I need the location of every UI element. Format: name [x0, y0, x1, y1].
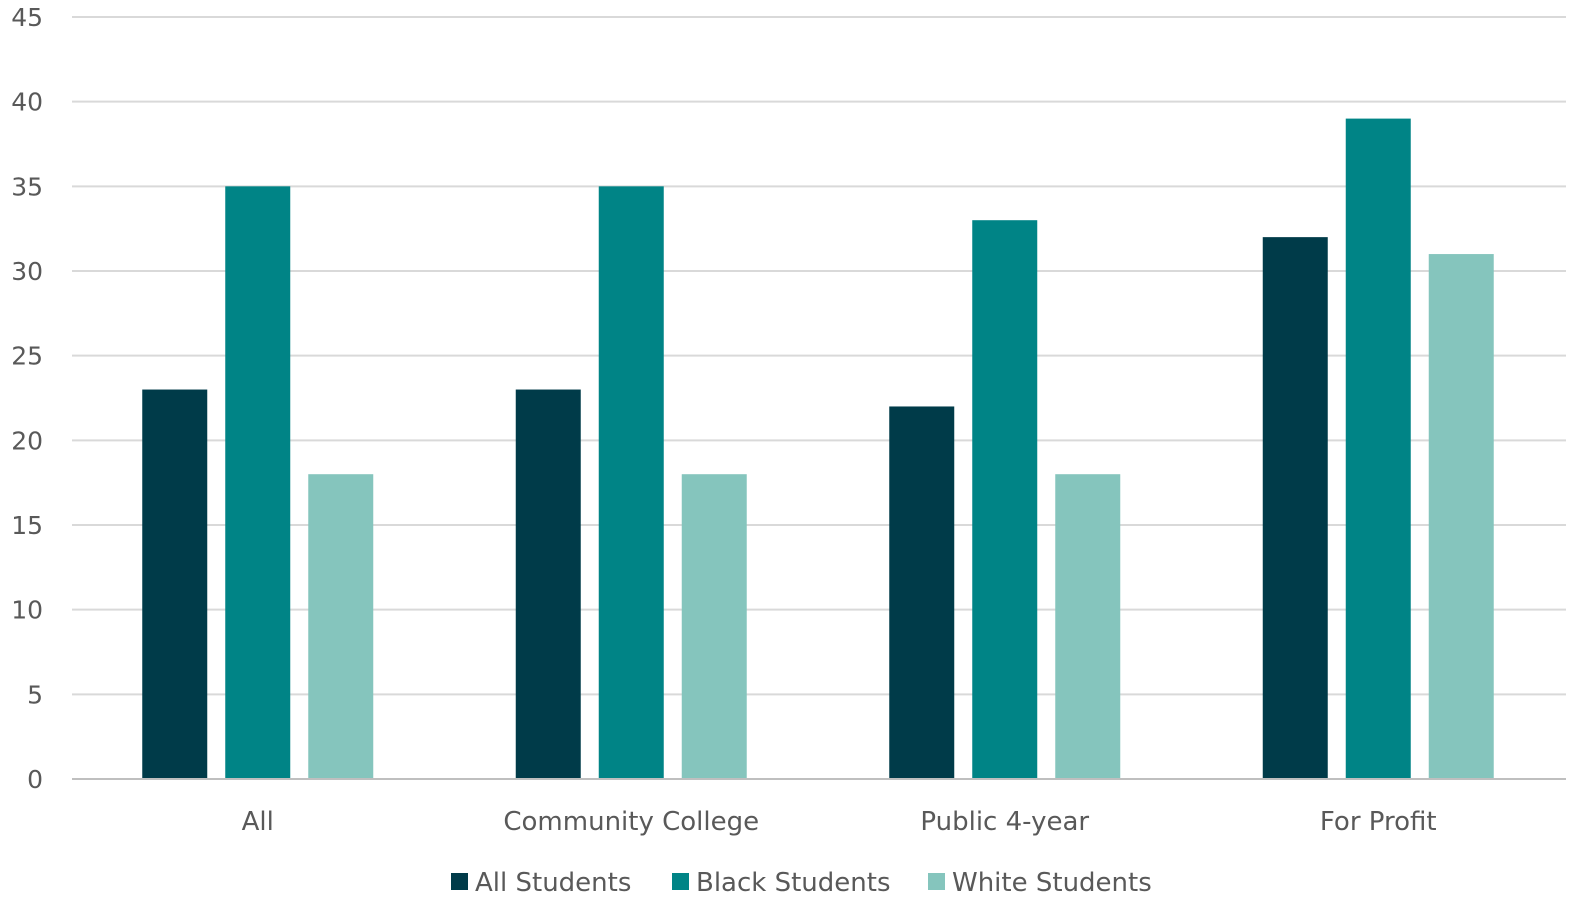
legend-label: Black Students: [696, 868, 891, 898]
legend-swatch: [451, 873, 468, 890]
x-category-label: All: [242, 807, 274, 837]
y-tick-label: 5: [27, 680, 43, 709]
bar-white-students: [1428, 254, 1494, 780]
x-category-label: Public 4-year: [920, 807, 1089, 837]
category-labels: All Community College Public 4-year For Pro…: [242, 807, 1437, 837]
y-tick-label: 25: [11, 342, 43, 371]
bar-all-students: [515, 389, 581, 779]
y-tick-label: 35: [11, 172, 43, 201]
y-tick-label: 45: [11, 3, 43, 32]
bars: [142, 118, 1494, 780]
legend-label: All Students: [475, 868, 631, 898]
y-tick-label: 40: [11, 88, 43, 117]
bar-black-students: [1345, 118, 1411, 780]
legend-swatch: [928, 873, 945, 890]
bar-white-students: [681, 474, 747, 779]
bar-white-students: [1055, 474, 1121, 779]
bar-all-students: [142, 389, 208, 779]
y-tick-label: 20: [11, 426, 43, 455]
y-tick-label: 0: [27, 765, 43, 794]
x-category-label: Community College: [503, 807, 759, 837]
bar-black-students: [598, 186, 664, 780]
bar-all-students: [889, 406, 955, 779]
y-tick-label: 30: [11, 257, 43, 286]
bar-all-students: [1262, 237, 1328, 780]
legend: All Students Black Students White Students: [451, 868, 1152, 898]
legend-swatch: [672, 873, 689, 890]
bar-black-students: [972, 220, 1038, 779]
legend-label: White Students: [952, 868, 1152, 898]
y-tick-label: 15: [11, 511, 43, 540]
y-axis-ticks: 0 5 10 15 20 25 30 35 40 45: [11, 3, 43, 794]
y-tick-label: 10: [11, 596, 43, 625]
bar-white-students: [308, 474, 374, 779]
x-category-label: For Profit: [1320, 807, 1437, 837]
bar-black-students: [225, 186, 291, 780]
gridlines: [72, 16, 1566, 696]
